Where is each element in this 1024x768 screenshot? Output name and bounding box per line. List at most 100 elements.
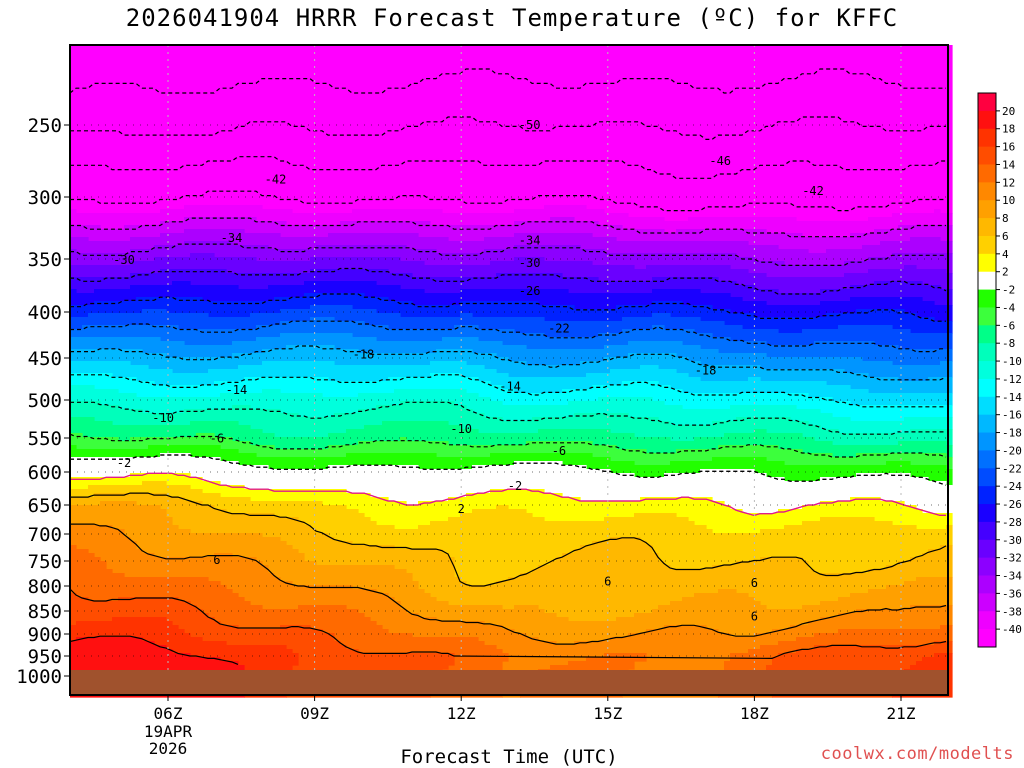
isotherm--38 xyxy=(70,217,946,238)
isotherm-2 xyxy=(70,472,946,517)
credit-link[interactable]: coolwx.com/modelts xyxy=(820,744,1014,764)
temperature-band xyxy=(70,525,953,698)
colorbar-swatch xyxy=(978,253,996,273)
x-tick-label: 06Z xyxy=(154,704,183,723)
contour-label: -30 xyxy=(113,253,135,267)
colorbar-swatch xyxy=(978,200,996,219)
isotherm-18 xyxy=(69,635,239,665)
colorbar-label: 18 xyxy=(1002,123,1015,136)
colorbar-swatch xyxy=(978,629,996,648)
colorbar-label: -26 xyxy=(1002,498,1022,511)
contour-label: -14 xyxy=(499,380,521,394)
colorbar-label: -32 xyxy=(1002,552,1022,565)
colorbar-swatch xyxy=(978,521,996,541)
temperature-band xyxy=(70,269,953,306)
colorbar-swatch xyxy=(978,164,996,183)
contour-lines xyxy=(69,68,947,665)
colorbar-swatch xyxy=(978,235,996,255)
colorbar-label: -20 xyxy=(1002,444,1022,457)
x-tick-label: 12Z xyxy=(447,704,476,723)
y-tick-label: 450 xyxy=(28,348,62,370)
colorbar-swatch xyxy=(978,557,996,577)
contour-label: 6 xyxy=(604,575,611,589)
contour-label: -42 xyxy=(802,184,824,198)
y-tick-label: 400 xyxy=(28,302,62,324)
contour-label: 2 xyxy=(458,502,465,516)
ground-fill xyxy=(70,670,948,695)
isotherm-6 xyxy=(70,492,947,587)
colorbar-swatch xyxy=(978,307,996,326)
x-tick-label: 18Z xyxy=(740,704,769,723)
colorbar-label: 6 xyxy=(1002,230,1009,243)
isotherm--10 xyxy=(70,401,946,435)
plot-frame xyxy=(69,44,949,696)
colorbar-swatch xyxy=(978,271,996,291)
temperature-band xyxy=(70,305,953,350)
colorbar-label: 14 xyxy=(1002,158,1016,171)
colorbar-label: 16 xyxy=(1002,141,1015,154)
contour-label: -42 xyxy=(265,173,287,187)
y-tick-label: 600 xyxy=(28,462,62,484)
colorbar-swatch xyxy=(978,110,996,130)
temperature-band xyxy=(70,361,953,406)
isotherm--50 xyxy=(70,116,946,140)
isotherm--42 xyxy=(70,190,946,212)
colorbar-swatch xyxy=(978,450,996,469)
contour-label: -14 xyxy=(226,383,248,397)
temperature-band xyxy=(70,473,953,534)
colorbar-swatch xyxy=(978,146,996,165)
contour-label: -50 xyxy=(519,118,541,132)
colorbar-label: -28 xyxy=(1002,516,1022,529)
contour-label: -2 xyxy=(117,456,131,470)
colorbar-label: -10 xyxy=(1002,355,1022,368)
colorbar-label: -6 xyxy=(1002,319,1015,332)
colorbar-swatch xyxy=(978,414,996,434)
temperature-band xyxy=(70,545,953,698)
temperature-band xyxy=(70,501,953,646)
colorbar-frame xyxy=(977,92,997,648)
temperature-band xyxy=(70,229,953,266)
y-tick-label: 900 xyxy=(28,624,62,646)
y-tick-label: 500 xyxy=(28,390,62,412)
temperature-band xyxy=(70,617,953,698)
colorbar-label: -38 xyxy=(1002,605,1022,618)
isotherm--2 xyxy=(70,454,947,486)
isotherm-14 xyxy=(69,588,947,660)
colorbar-label: 8 xyxy=(1002,212,1009,225)
colorbar-label: -12 xyxy=(1002,373,1022,386)
colorbar-label: 10 xyxy=(1002,194,1015,207)
isotherm--26 xyxy=(70,293,946,322)
temperature-band xyxy=(70,453,953,514)
isotherm--34 xyxy=(70,243,946,266)
y-tick-label: 350 xyxy=(28,249,62,271)
contour-label: 6 xyxy=(751,576,758,590)
x-axis-label: Forecast Time (UTC) xyxy=(400,746,617,768)
colorbar-label: 20 xyxy=(1002,105,1015,118)
contour-label: -10 xyxy=(450,422,472,436)
colorbar-swatch xyxy=(978,128,996,148)
colorbar-swatch xyxy=(978,93,996,112)
colorbar-swatch xyxy=(978,504,996,523)
colorbar-label: 12 xyxy=(1002,176,1015,189)
contour-label: 6 xyxy=(213,553,220,567)
temperature-band xyxy=(70,481,953,586)
colorbar-swatch xyxy=(978,361,996,380)
colorbar-swatch xyxy=(978,289,996,308)
contour-label: -6 xyxy=(552,444,566,458)
colorbar-label: -34 xyxy=(1002,570,1022,583)
contour-labels: -50-42-46-42-34 -34-30 -30-26-22-18-18-14-… xyxy=(113,118,824,624)
temperature-field xyxy=(70,45,953,698)
x-tick-label: 09Z xyxy=(300,704,329,723)
colorbar-swatch xyxy=(978,575,996,594)
temperature-band xyxy=(70,293,953,334)
y-tick-label: 950 xyxy=(28,646,62,668)
contour-label: -34 xyxy=(519,233,541,247)
temperature-band xyxy=(70,417,953,458)
isotherm--46 xyxy=(70,156,946,179)
contour-label: -46 xyxy=(709,154,731,168)
colorbar-label: -18 xyxy=(1002,427,1022,440)
y-tick-label: 650 xyxy=(28,495,62,517)
isotherm-10 xyxy=(70,523,947,645)
colorbar-label: 2 xyxy=(1002,266,1009,279)
